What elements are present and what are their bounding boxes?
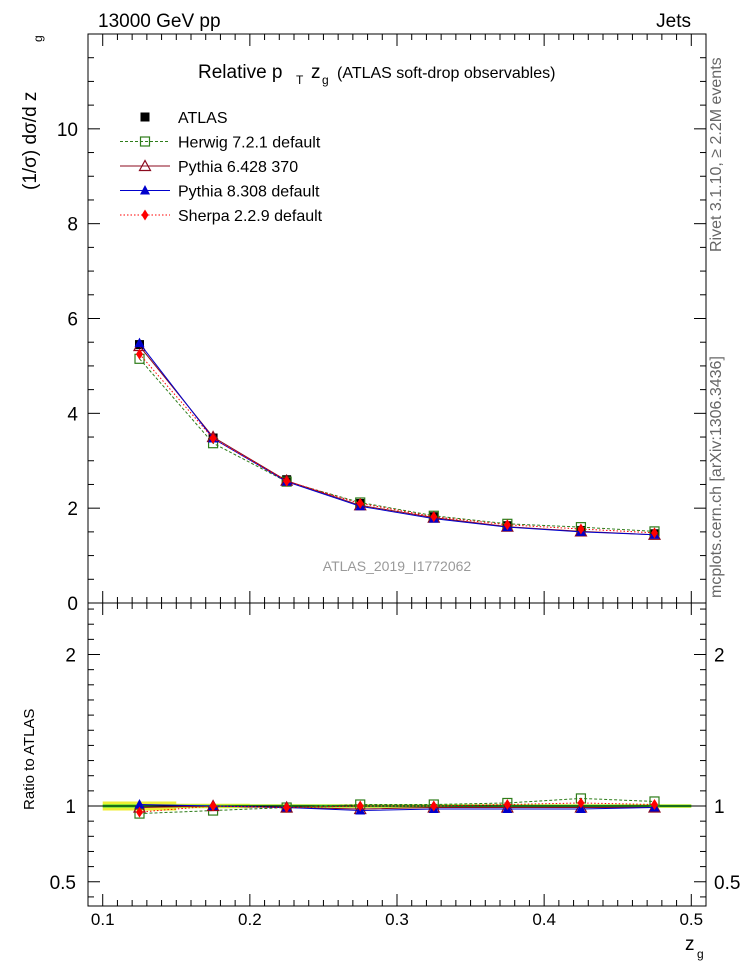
ratio-ytick-label-right: 0.5 <box>714 873 740 894</box>
ratio-ytick-label-right: 1 <box>714 797 725 818</box>
ratio-panel: 0.1 0.2 0.3 0.4 0.5 0.5 0.5 1 1 2 2 <box>50 602 740 929</box>
main-series-line <box>139 353 655 534</box>
main-point <box>577 523 585 535</box>
ratio-point <box>209 800 217 812</box>
main-title: Relative p T z g (ATLAS soft-drop observ… <box>198 62 555 87</box>
rivet-label: Rivet 3.1.10, ≥ 2.2M events <box>708 57 725 252</box>
ratio-frame <box>87 602 707 907</box>
main-series-4 <box>136 348 658 539</box>
legend-entry: ATLAS <box>140 110 228 127</box>
xlabel: z <box>685 934 695 955</box>
main-ytick-label: 6 <box>67 310 78 331</box>
ratio-ytick-label: 1 <box>65 797 76 818</box>
ratio-point <box>356 800 364 812</box>
main-point <box>283 475 291 487</box>
main-point <box>503 519 511 531</box>
main-ytick-label: 4 <box>67 404 78 425</box>
legend-marker <box>141 209 149 221</box>
title-sub-T: T <box>296 73 304 87</box>
legend-label: Herwig 7.2.1 default <box>178 135 321 152</box>
legend-entry: Sherpa 2.2.9 default <box>120 208 323 225</box>
ratio-xtick-label: 0.1 <box>91 910 115 929</box>
main-point <box>574 524 588 537</box>
main-ylabel: (1/σ) dσ/d z g <box>20 35 45 190</box>
ratio-ylabel: Ratio to ATLAS <box>21 709 38 810</box>
main-panel: 0 2 4 6 8 10 <box>57 33 707 615</box>
ratio-point <box>134 798 145 809</box>
ratio-series-line <box>139 803 655 812</box>
analysis-watermark: ATLAS_2019_I1772062 <box>323 558 472 574</box>
ratio-point <box>577 797 585 809</box>
main-point <box>500 519 514 532</box>
title-rest: (ATLAS soft-drop observables) <box>337 65 555 82</box>
ratio-xtick-label: 0.4 <box>532 910 556 929</box>
ratio-point <box>647 800 662 813</box>
ratio-point <box>651 798 658 810</box>
title-sub-g: g <box>322 73 329 87</box>
legend-entry: Herwig 7.2.1 default <box>120 135 321 152</box>
legend-label: ATLAS <box>178 110 228 127</box>
mcplots-label: mcplots.cern.ch [arXiv:1306.3436] <box>708 356 725 598</box>
header-right: Jets <box>656 11 691 32</box>
legend-marker <box>139 136 151 147</box>
ratio-point <box>283 802 291 814</box>
ratio-ytick-label: 0.5 <box>50 873 76 894</box>
main-point <box>134 337 145 348</box>
ratio-ytick-label: 2 <box>65 646 76 667</box>
main-ytick-label: 2 <box>67 499 78 520</box>
ratio-series-2 <box>134 798 660 815</box>
ratio-point <box>430 800 438 812</box>
ratio-series-line <box>139 797 655 815</box>
ratio-series-3 <box>136 797 658 818</box>
main-series-1 <box>134 353 660 537</box>
title-z: z <box>311 62 321 83</box>
legend-marker <box>140 112 150 122</box>
legend-marker <box>138 159 152 172</box>
ratio-xtick-label: 0.5 <box>679 910 703 929</box>
main-ytick-label: 0 <box>67 594 78 615</box>
ratio-xtick-label: 0.2 <box>238 910 262 929</box>
ratio-xtick-label: 0.3 <box>385 910 409 929</box>
main-point <box>136 348 143 360</box>
main-point <box>430 511 438 523</box>
legend-entry: Pythia 8.308 default <box>120 184 320 201</box>
main-ylabel-sub: g <box>31 35 45 42</box>
main-point <box>356 497 364 509</box>
ratio-point <box>136 806 143 818</box>
main-point <box>209 432 217 444</box>
xlabel-sub: g <box>697 947 704 961</box>
legend-entry: Pythia 6.428 370 <box>120 159 298 176</box>
main-ytick-label: 8 <box>67 215 78 236</box>
legend-label: Pythia 8.308 default <box>178 184 320 201</box>
legend-marker <box>140 185 150 195</box>
legend: ATLAS Herwig 7.2.1 default Pythia 6.428 37… <box>120 110 323 225</box>
legend-label: Pythia 6.428 370 <box>178 159 298 176</box>
main-ylabel-text: (1/σ) dσ/d z <box>20 92 41 190</box>
title-main: Relative p <box>198 62 283 83</box>
main-point <box>651 527 658 539</box>
main-series-line <box>139 358 655 532</box>
header-left: 13000 GeV pp <box>98 11 221 32</box>
legend-label: Sherpa 2.2.9 default <box>178 208 323 225</box>
ratio-ytick-label-right: 2 <box>714 646 725 667</box>
ratio-point <box>503 798 511 810</box>
main-ytick-label: 10 <box>57 120 78 141</box>
